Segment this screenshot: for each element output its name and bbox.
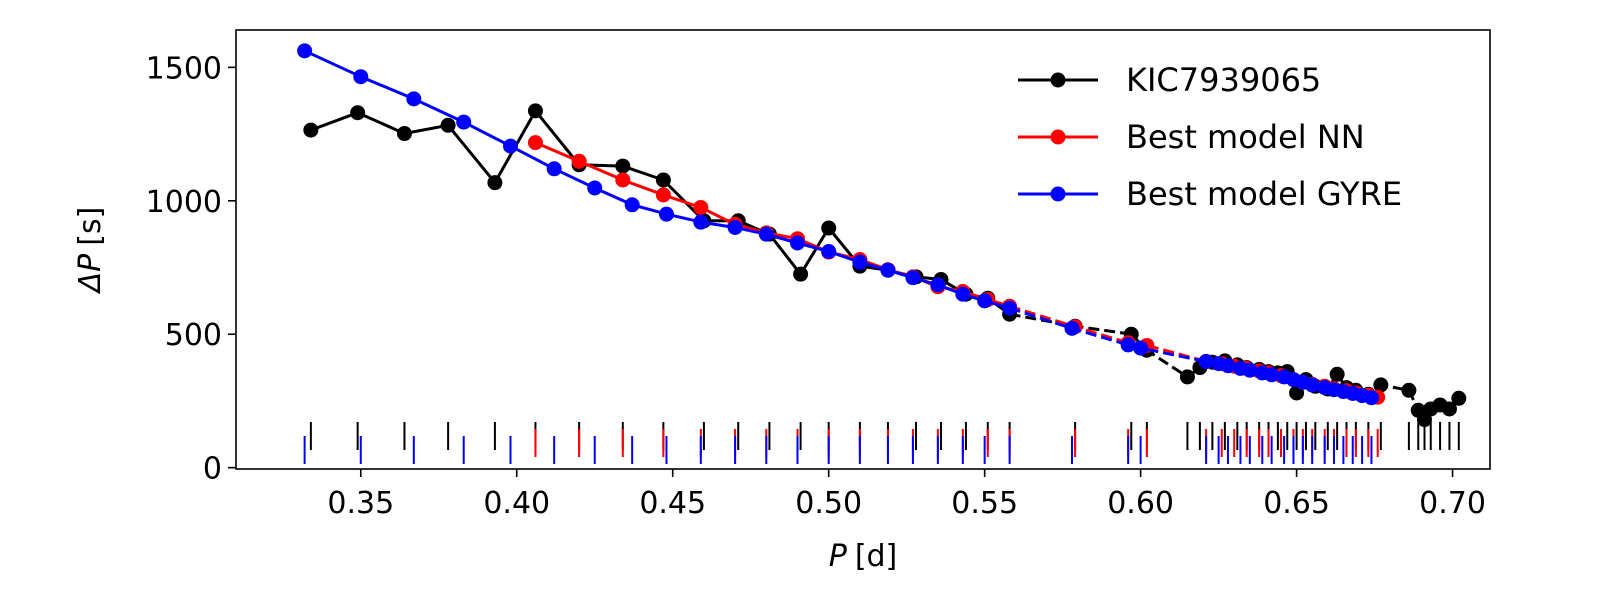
data-point [1264, 367, 1280, 383]
x-tick-label: 0.55 [951, 486, 1018, 521]
data-point [406, 91, 422, 107]
data-point [615, 172, 631, 188]
data-point [571, 153, 587, 169]
data-point [1002, 300, 1018, 316]
x-tick-label: 0.60 [1107, 486, 1174, 521]
x-tick-label: 0.70 [1419, 486, 1486, 521]
y-tick-label: 1000 [146, 185, 222, 220]
data-point [1373, 377, 1389, 393]
data-point [727, 219, 743, 235]
data-point [793, 266, 809, 282]
y-tick-label: 1500 [146, 51, 222, 86]
data-point [615, 158, 631, 174]
data-point [303, 122, 319, 138]
data-point [440, 117, 456, 133]
data-point [527, 135, 543, 151]
data-point [546, 161, 562, 177]
data-point [1242, 362, 1258, 378]
y-axis-label-unit: [s] [73, 207, 108, 246]
data-point [1064, 320, 1080, 336]
legend-label: KIC7939065 [1126, 61, 1321, 99]
data-point [789, 235, 805, 251]
legend-marker [1050, 129, 1066, 145]
period-tick-marks [303, 422, 1460, 464]
data-point [1120, 337, 1136, 353]
data-point [658, 206, 674, 222]
data-point [693, 199, 709, 215]
data-point [693, 214, 709, 230]
data-point [1133, 340, 1149, 356]
data-point [1329, 366, 1345, 382]
data-point [1441, 401, 1457, 417]
data-point [353, 69, 369, 85]
y-tick-label: 0 [203, 452, 222, 487]
x-tick-label: 0.50 [795, 486, 862, 521]
x-tick-label: 0.65 [1263, 486, 1330, 521]
data-point [905, 270, 921, 286]
x-tick-label: 0.45 [639, 486, 706, 521]
plot-frame [235, 29, 1491, 470]
data-point [977, 293, 993, 309]
data-point [456, 114, 472, 130]
data-point [1401, 382, 1417, 398]
y-axis-label: ΔP [s] [73, 207, 108, 295]
data-point [758, 226, 774, 242]
data-point [821, 220, 837, 236]
data-point [1304, 377, 1320, 393]
data-point [1451, 390, 1467, 406]
legend-marker [1050, 72, 1066, 88]
data-point [624, 197, 640, 213]
data-point [880, 262, 896, 278]
axes-layer: 0.35 0.40 0.45 0.50 0.55 0.60 0.65 0.70 0 500 1000… [146, 51, 1486, 521]
data-point [821, 244, 837, 260]
x-axis-label: P [d] [829, 539, 898, 574]
data-point [1220, 358, 1236, 374]
legend: KIC7939065 Best model NN Best model GYRE [1018, 61, 1402, 213]
data-point [930, 277, 946, 293]
data-point [297, 43, 313, 59]
legend-label: Best model GYRE [1126, 175, 1402, 213]
x-axis-label-symbol: P [829, 539, 848, 574]
data-point [527, 103, 543, 119]
data-point [350, 105, 366, 121]
data-point [487, 175, 503, 191]
x-tick-label: 0.35 [327, 486, 394, 521]
y-axis-label-symbol: ΔP [73, 253, 108, 295]
data-point [587, 180, 603, 196]
y-tick-label: 500 [165, 318, 222, 353]
legend-label: Best model NN [1126, 118, 1365, 156]
x-axis-label-unit: [d] [855, 539, 897, 574]
data-point [655, 172, 671, 188]
series-group [297, 43, 1379, 406]
data-point [396, 126, 412, 142]
x-tick-label: 0.40 [483, 486, 550, 521]
data-point [1363, 390, 1379, 406]
data-point [1198, 353, 1214, 369]
series-layer [297, 43, 1467, 428]
data-point [1179, 369, 1195, 385]
data-point [955, 286, 971, 302]
data-point [852, 254, 868, 270]
legend-marker [1050, 186, 1066, 202]
data-point [655, 187, 671, 203]
data-point [503, 138, 519, 154]
